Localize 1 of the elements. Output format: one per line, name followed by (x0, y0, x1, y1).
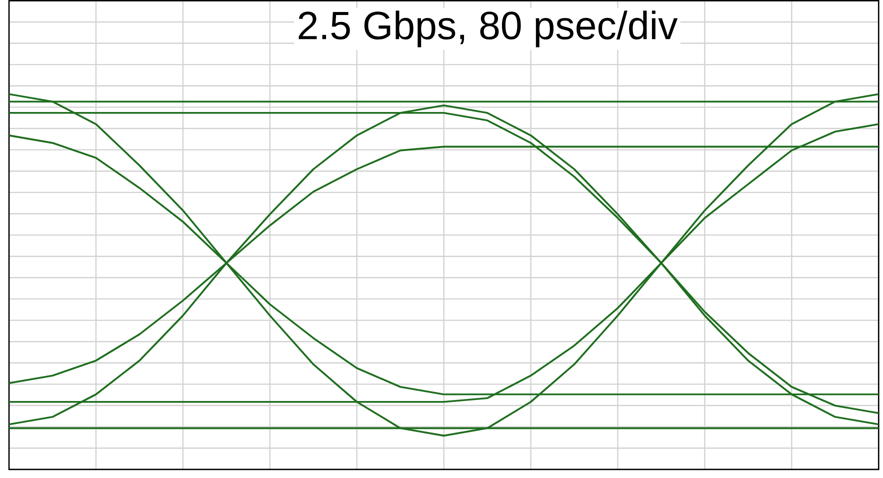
chart-title: 2.5 Gbps, 80 psec/div (298, 10, 678, 48)
